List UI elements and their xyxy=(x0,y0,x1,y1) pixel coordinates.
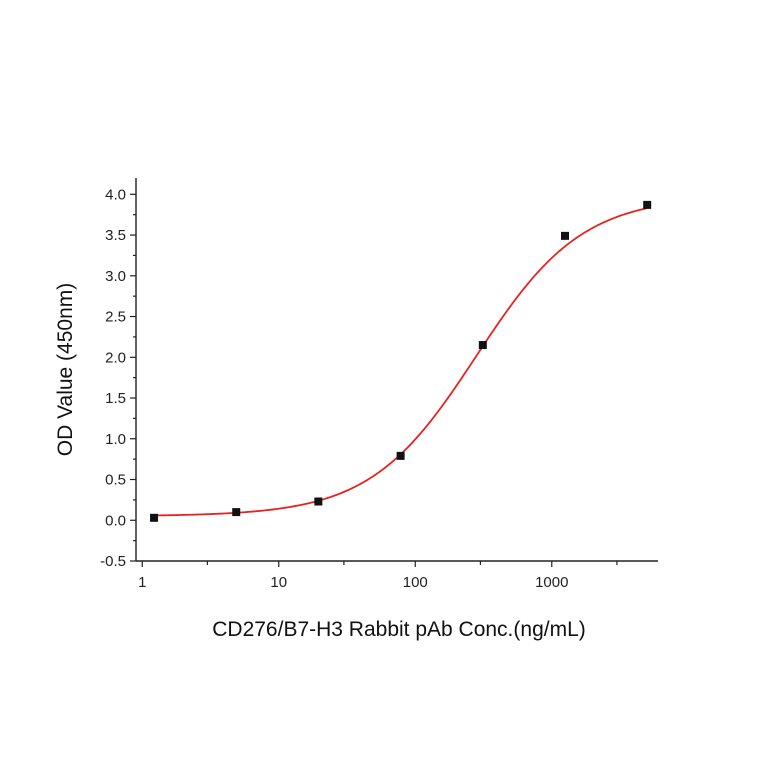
x-axis-title: CD276/B7-H3 Rabbit pAb Conc.(ng/mL) xyxy=(212,618,586,641)
data-point xyxy=(396,451,405,460)
y-tick-label: 2.0 xyxy=(105,349,126,366)
y-tick-label: 2.5 xyxy=(105,309,126,326)
x-tick-label: 100 xyxy=(403,574,428,591)
data-point xyxy=(478,341,487,350)
data-point xyxy=(150,513,159,522)
fit-curve xyxy=(154,207,648,517)
data-point xyxy=(232,508,241,517)
axes: -0.5 0.0 0.5 1.0 1.5 2.0 2.5 3.0 3.5 4.0 1 10 100 100… xyxy=(100,178,658,591)
y-tick-label: 3.0 xyxy=(105,268,126,285)
x-tick-label: 10 xyxy=(270,574,287,591)
y-axis-title: OD Value (450nm) xyxy=(54,283,77,457)
y-tick-label: 1.5 xyxy=(105,390,126,407)
data-point xyxy=(314,497,323,506)
y-tick-label: 0.5 xyxy=(105,472,126,489)
fit-curve-layer xyxy=(154,207,648,517)
data-point xyxy=(643,200,652,209)
y-tick-label: 0.0 xyxy=(105,512,126,529)
y-tick-label: 4.0 xyxy=(105,186,126,203)
y-tick-label: 1.0 xyxy=(105,431,126,448)
x-tick-label: 1 xyxy=(138,574,146,591)
x-tick-label: 1000 xyxy=(535,574,568,591)
data-points-layer xyxy=(150,200,652,522)
y-tick-label: -0.5 xyxy=(100,553,126,570)
y-tick-label: 3.5 xyxy=(105,227,126,244)
data-point xyxy=(561,231,570,240)
